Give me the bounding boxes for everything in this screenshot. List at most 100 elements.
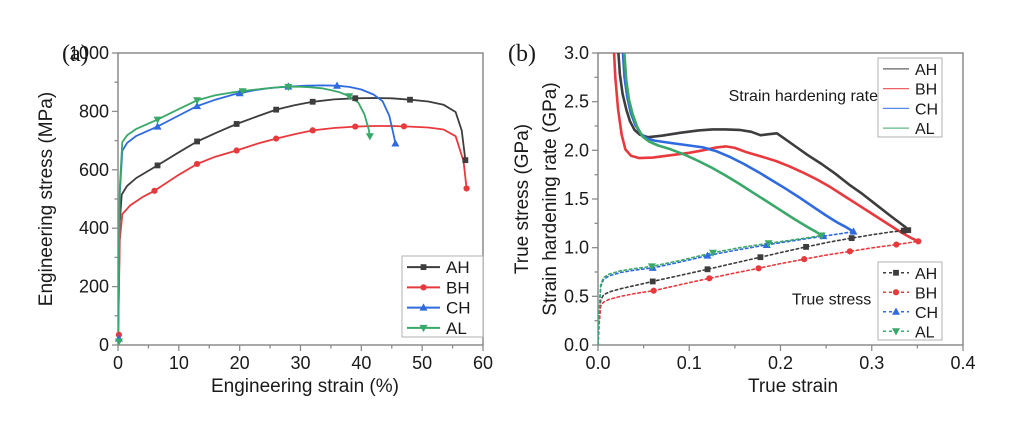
marker-AH bbox=[462, 157, 469, 164]
y-tick-label: 0.0 bbox=[564, 335, 589, 355]
marker-BH bbox=[352, 123, 359, 130]
markers-AH bbox=[154, 95, 469, 169]
legend-item-CH: CH bbox=[883, 101, 938, 118]
legend-label: BH bbox=[915, 82, 937, 99]
series-line-AH-shr bbox=[617, 53, 910, 232]
legend-item-BH: BH bbox=[407, 278, 470, 297]
series-lines bbox=[598, 53, 920, 345]
legend-item-AL: AL bbox=[883, 324, 935, 341]
series-markers bbox=[647, 227, 922, 294]
marker-AH bbox=[273, 106, 280, 113]
legend-label: AL bbox=[446, 319, 467, 338]
marker-AH-ts bbox=[803, 243, 809, 250]
markers-AL bbox=[114, 83, 374, 346]
series-markers bbox=[114, 81, 470, 346]
series-line-AH-ts bbox=[598, 229, 910, 345]
marker-AL-ts bbox=[647, 263, 656, 271]
x-tick-label: 0 bbox=[113, 353, 123, 373]
marker-CH bbox=[391, 139, 400, 147]
marker-BH-ts bbox=[893, 241, 900, 248]
marker-BH bbox=[273, 135, 280, 142]
legend-label: AH bbox=[446, 258, 470, 277]
marker-BH-ts bbox=[706, 275, 713, 282]
y-tick-label: 1.0 bbox=[564, 238, 589, 258]
marker-AH-ts bbox=[757, 254, 764, 261]
panel-label: (b) bbox=[508, 41, 536, 67]
legend-marker-AL bbox=[892, 328, 900, 336]
legend-label: CH bbox=[446, 299, 471, 318]
legend-b-0: AH BH CH AL bbox=[877, 57, 943, 138]
x-tick-label: 30 bbox=[290, 353, 310, 373]
legend-marker-AH bbox=[893, 269, 899, 276]
y-axis-title: True stress (GPa) bbox=[512, 124, 533, 274]
marker-BH bbox=[463, 185, 470, 192]
legend-marker-BH bbox=[892, 289, 900, 296]
marker-CH-shr bbox=[849, 227, 858, 235]
annotation: True stress bbox=[792, 291, 871, 308]
marker-AH-ts bbox=[900, 227, 907, 234]
legend-item-AH: AH bbox=[883, 62, 937, 79]
legend-item-AL: AL bbox=[883, 121, 935, 138]
marker-AH-shr bbox=[905, 227, 912, 234]
series-line-BH-shr bbox=[612, 53, 920, 243]
panel-label: (a) bbox=[62, 41, 89, 67]
marker-BH-ts bbox=[650, 287, 657, 294]
marker-BH bbox=[309, 127, 316, 134]
marker-BH-shr bbox=[915, 238, 922, 245]
annotation: Strain hardening rate bbox=[729, 88, 879, 105]
series-line-BH-ts bbox=[598, 240, 920, 345]
marker-AH bbox=[352, 95, 359, 102]
marker-AL-ts bbox=[708, 249, 717, 257]
x-tick-label: 40 bbox=[351, 353, 371, 373]
legend-item-CH: CH bbox=[883, 305, 938, 322]
legend-label: AL bbox=[915, 121, 935, 138]
marker-BH bbox=[233, 147, 240, 154]
panel-b: 0.0 0.1 0.2 0.3 0.4 0.0 0.5 1.0 1.5 2.0 2.5 3.0 True… bbox=[508, 41, 976, 397]
legend-item-AL: AL bbox=[407, 319, 467, 338]
legend-label: BH bbox=[446, 278, 470, 297]
markers-BH-shr bbox=[915, 238, 922, 245]
marker-AL bbox=[284, 83, 293, 92]
y-tick-label: 200 bbox=[79, 277, 109, 297]
markers-CH bbox=[114, 81, 400, 342]
x-tick-label: 0.2 bbox=[768, 353, 793, 373]
marker-AL-ts bbox=[817, 232, 826, 240]
y-tick-label: 800 bbox=[79, 101, 109, 121]
legend-label: CH bbox=[915, 305, 938, 322]
markers-BH-ts bbox=[650, 241, 900, 294]
marker-AL bbox=[193, 97, 202, 105]
marker-AL bbox=[365, 133, 374, 141]
marker-BH bbox=[151, 187, 158, 194]
x-tick-label: 60 bbox=[473, 353, 493, 373]
y-tick-label: 3.0 bbox=[564, 43, 589, 63]
x-tick-label: 0.4 bbox=[950, 353, 975, 373]
y-tick-label: 2.0 bbox=[564, 140, 589, 160]
legend-marker-CH bbox=[419, 303, 428, 311]
y-axis-title: Engineering stress (MPa) bbox=[36, 92, 57, 306]
marker-CH bbox=[153, 122, 162, 130]
legend-item-BH: BH bbox=[883, 285, 937, 302]
marker-CH bbox=[235, 89, 244, 97]
series-line-AH bbox=[118, 97, 467, 345]
marker-BH bbox=[400, 123, 408, 130]
marker-BH-ts bbox=[801, 256, 808, 263]
y-tick-label: 2.5 bbox=[564, 92, 589, 112]
legend-box bbox=[877, 261, 943, 341]
legend-item-AH: AH bbox=[883, 266, 937, 283]
marker-AH-ts bbox=[848, 235, 855, 242]
markers-AH-shr bbox=[905, 227, 912, 234]
series-lines bbox=[118, 84, 468, 345]
y-tick-label: 0 bbox=[99, 335, 109, 355]
marker-BH bbox=[193, 160, 201, 168]
series-line-AL bbox=[118, 85, 371, 345]
series-line-AL-shr bbox=[623, 53, 823, 237]
legend-label: CH bbox=[915, 101, 938, 118]
legend-box bbox=[877, 57, 943, 138]
marker-AL-ts bbox=[764, 240, 773, 248]
legend-box bbox=[401, 255, 484, 338]
x-axis-title: True strain bbox=[748, 376, 838, 397]
marker-CH bbox=[193, 101, 202, 110]
